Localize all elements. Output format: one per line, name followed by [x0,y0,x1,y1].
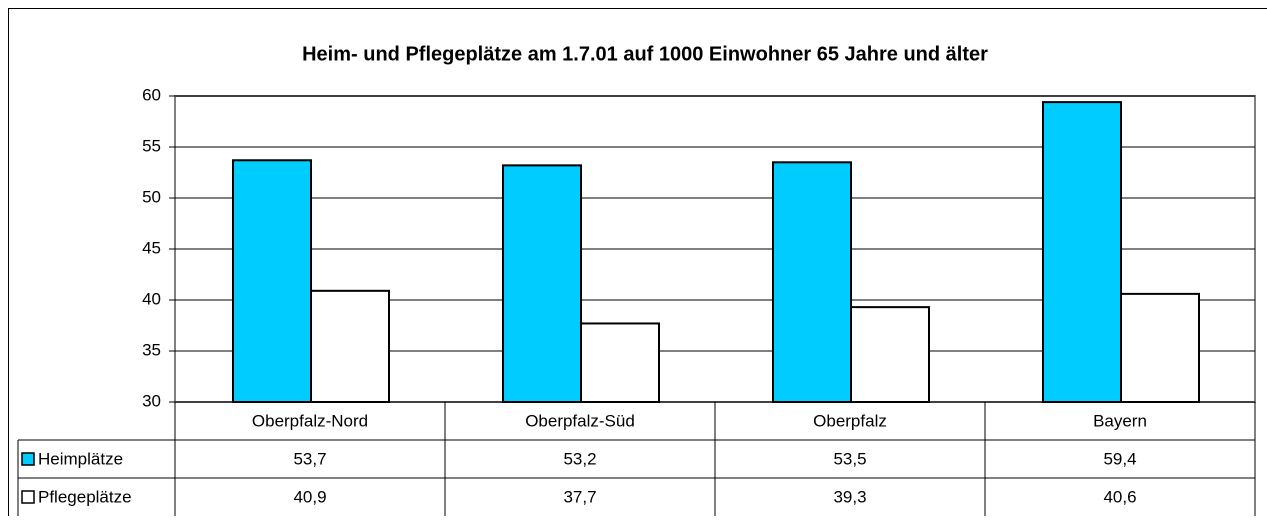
legend-key [22,491,34,503]
bar [233,160,311,402]
table-value: 59,4 [1103,449,1136,468]
table-value: 40,6 [1103,487,1136,506]
x-tick-label: Bayern [1093,411,1147,430]
x-tick-label: Oberpfalz-Süd [525,411,635,430]
table-value: 40,9 [293,487,326,506]
y-tick-label: 55 [142,136,161,155]
legend-label: Pflegeplätze [38,487,132,506]
bar [1121,294,1199,402]
bar [581,323,659,402]
table-value: 53,7 [293,449,326,468]
y-tick-label: 35 [142,340,161,359]
bar [851,307,929,402]
y-tick-label: 60 [142,85,161,104]
legend-label: Heimplätze [38,449,123,468]
y-tick-label: 40 [142,289,161,308]
table-value: 37,7 [563,487,596,506]
x-tick-label: Oberpfalz-Nord [252,411,368,430]
table-value: 39,3 [833,487,866,506]
table-value: 53,2 [563,449,596,468]
bar [773,162,851,402]
chart-title: Heim- und Pflegeplätze am 1.7.01 auf 100… [302,43,988,65]
y-tick-label: 30 [142,391,161,410]
bar [311,291,389,402]
legend-key [22,453,34,465]
y-tick-label: 50 [142,187,161,206]
bar [503,165,581,402]
x-tick-label: Oberpfalz [813,411,887,430]
table-value: 53,5 [833,449,866,468]
y-tick-label: 45 [142,238,161,257]
bar [1043,102,1121,402]
